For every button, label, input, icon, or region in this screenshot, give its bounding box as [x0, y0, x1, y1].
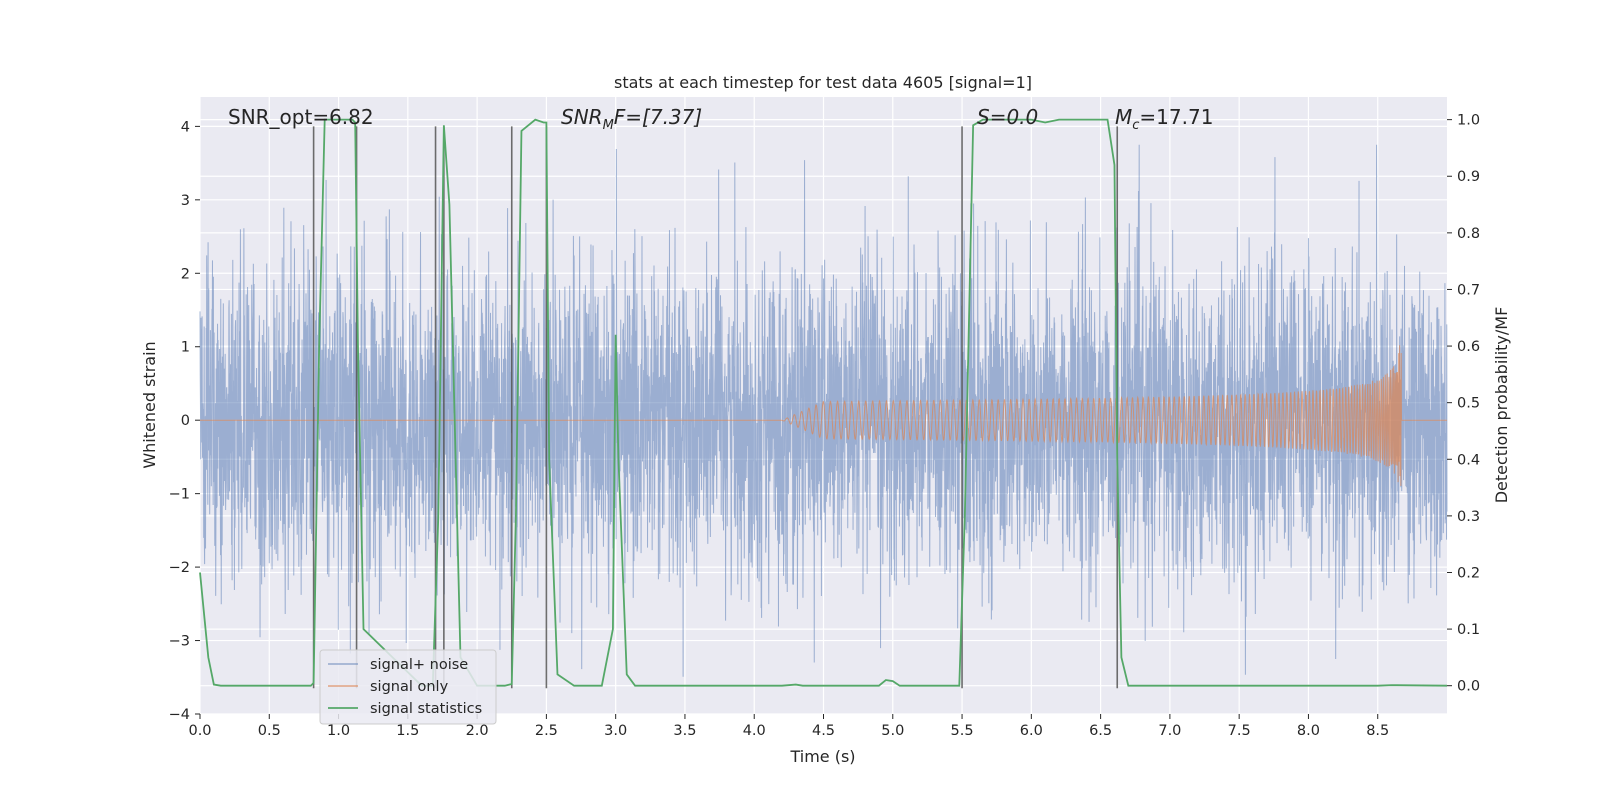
left-y-tick-label: 3: [181, 193, 190, 209]
left-y-tick-label: −3: [169, 634, 190, 650]
right-y-tick-label: 0.2: [1457, 565, 1480, 581]
noise-series: [199, 144, 1448, 677]
right-y-tick-label: 0.8: [1457, 226, 1480, 242]
right-y-tick-label: 0.3: [1457, 509, 1480, 525]
x-tick-label: 3.5: [673, 723, 696, 739]
x-tick-label: 5.5: [951, 723, 974, 739]
x-tick-label: 7.0: [1158, 723, 1181, 739]
left-y-tick-label: 4: [181, 119, 190, 135]
x-axis-label: Time (s): [789, 747, 855, 766]
chart-title: stats at each timestep for test data 460…: [614, 73, 1032, 92]
x-tick-label: 1.5: [396, 723, 419, 739]
left-y-tick-label: 1: [181, 340, 190, 356]
x-tick-label: 5.0: [881, 723, 904, 739]
x-tick-label: 1.0: [327, 723, 350, 739]
legend: signal+ noise signal only signal statist…: [319, 649, 497, 725]
x-tick-label: 4.5: [812, 723, 835, 739]
x-tick-label: 2.5: [535, 723, 558, 739]
right-y-tick-label: 0.5: [1457, 396, 1480, 412]
annotation-snr-mf: SNRMF=[7.37]: [561, 105, 702, 133]
x-tick-label: 0.0: [188, 723, 211, 739]
left-y-axis-label: Whitened strain: [140, 341, 159, 468]
annotation-s: S=0.0: [977, 105, 1038, 129]
x-tick-label: 7.5: [1228, 723, 1251, 739]
x-tick-label: 8.5: [1366, 723, 1389, 739]
annotation-snr-opt: SNR_opt=6.82: [228, 105, 374, 129]
x-tick-label: 6.0: [1020, 723, 1043, 739]
x-tick-label: 6.5: [1089, 723, 1112, 739]
legend-label-stats: signal statistics: [370, 701, 482, 717]
right-y-axis-label: Detection probability/MF: [1492, 307, 1511, 504]
x-tick-label: 4.0: [743, 723, 766, 739]
right-y-tick-label: 0.6: [1457, 339, 1480, 355]
right-y-tick-label: 0.9: [1457, 169, 1480, 185]
left-y-ticks: 4 3 2 1 0 −1 −2 −3 −4: [169, 119, 200, 723]
left-y-tick-label: −2: [169, 560, 190, 576]
left-y-tick-label: 2: [181, 266, 190, 282]
x-tick-label: 2.0: [466, 723, 489, 739]
right-y-tick-label: 0.7: [1457, 282, 1480, 298]
left-y-tick-label: −4: [169, 707, 190, 723]
stats-line: [199, 118, 1448, 687]
right-y-tick-label: 0.0: [1457, 679, 1480, 695]
left-y-tick-label: −1: [169, 487, 190, 503]
noise-line: [199, 144, 1448, 677]
right-y-tick-label: 0.4: [1457, 452, 1480, 468]
x-tick-label: 3.0: [604, 723, 627, 739]
legend-box: [319, 649, 497, 725]
right-y-ticks: 1.0 0.9 0.8 0.7 0.6 0.5 0.4 0.3 0.2 0.1 0.0: [1447, 113, 1480, 695]
legend-label-noise: signal+ noise: [370, 657, 468, 673]
signal-series: [200, 345, 1447, 487]
annotation-mc: Mc=17.71: [1115, 105, 1213, 133]
x-tick-label: 8.0: [1297, 723, 1320, 739]
legend-label-signal: signal only: [370, 679, 449, 695]
left-y-tick-label: 0: [181, 413, 190, 429]
x-tick-label: 0.5: [258, 723, 281, 739]
signal-line: [200, 345, 1447, 487]
right-y-tick-label: 1.0: [1457, 113, 1480, 129]
x-ticks: 0.0 0.5 1.0 1.5 2.0 2.5 3.0 3.5 4.0 4.5 5.0 5.5 6.0 6…: [188, 714, 1389, 739]
right-y-tick-label: 0.1: [1457, 622, 1480, 638]
stats-series: [199, 118, 1448, 687]
